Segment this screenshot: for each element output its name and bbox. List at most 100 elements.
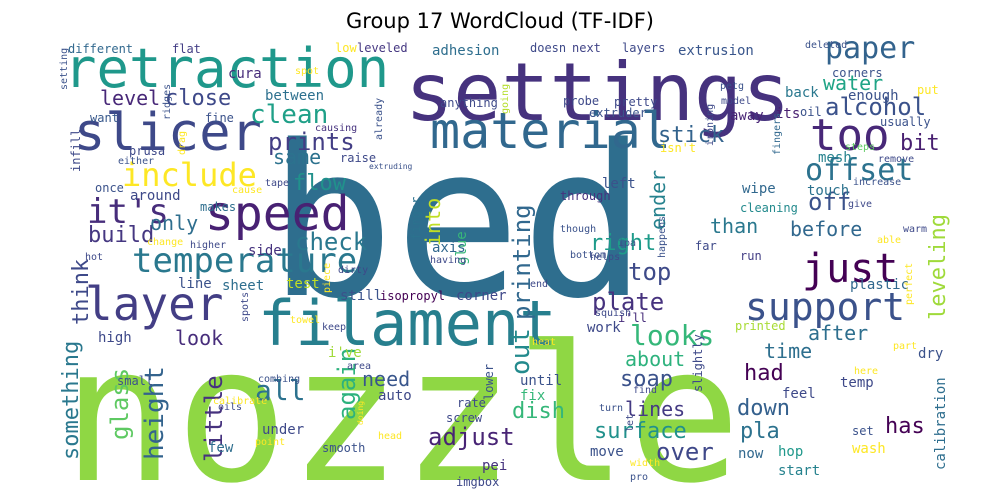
word-rate: rate: [457, 396, 486, 410]
word-small: small: [117, 374, 153, 388]
word-low: low: [335, 41, 357, 55]
word-oils: oils: [218, 402, 242, 413]
word-causing: causing: [315, 123, 357, 134]
word-time: time: [764, 339, 812, 363]
word-water: water: [823, 71, 883, 95]
word-through: through: [560, 189, 611, 203]
word-area: area: [347, 361, 371, 372]
word-drag: drag: [177, 131, 188, 155]
word-filament: filament: [258, 287, 557, 360]
word-probe: probe: [563, 94, 599, 108]
word-fix: fix: [520, 388, 545, 404]
word-either: either: [118, 156, 154, 167]
word-part: part: [893, 341, 917, 352]
word-paper: paper: [825, 31, 915, 66]
word-going: going: [500, 84, 511, 114]
word-side: side: [248, 243, 282, 259]
word-check: check: [295, 228, 368, 256]
word-glass: glass: [106, 368, 134, 440]
word-give: give: [848, 199, 872, 210]
word-auto: auto: [378, 388, 412, 404]
word-piece: piece: [322, 263, 333, 293]
word-usually: usually: [880, 115, 931, 129]
word-wipe: wipe: [742, 181, 776, 197]
word-dish: dish: [512, 399, 565, 424]
word-prints: prints: [268, 128, 355, 156]
word-few: few: [208, 440, 234, 456]
word-fingers: fingers: [772, 113, 783, 155]
word-soap: soap: [620, 367, 673, 392]
word-extruder: extruder: [589, 106, 647, 120]
word-after: after: [808, 321, 868, 345]
word-petg: petg: [720, 81, 744, 92]
word-temp: temp: [840, 375, 874, 391]
word-calibrate: calibrate: [213, 396, 267, 407]
word-test: test: [286, 276, 320, 292]
word-different: different: [68, 42, 133, 56]
word-hot: hot: [85, 252, 103, 263]
word-ender: ender: [646, 170, 670, 230]
word-glue: glue: [454, 231, 470, 265]
word-point: point: [255, 437, 285, 448]
word-fine: fine: [205, 111, 234, 125]
word-surface: surface: [594, 419, 687, 444]
word-head: head: [378, 431, 402, 442]
word-far: far: [695, 239, 717, 253]
word-height: height: [140, 366, 170, 460]
word-keep: keep: [322, 322, 346, 333]
word-had: had: [744, 361, 784, 386]
word-run: run: [740, 249, 762, 263]
word-towel: towel: [290, 315, 320, 326]
word-build: build: [88, 223, 154, 248]
word-axis: axis: [432, 240, 466, 256]
word-flow: flow: [293, 171, 347, 196]
word-nozzle: nozzle: [62, 306, 741, 500]
word-let: let: [625, 414, 636, 432]
word-higher: higher: [190, 240, 226, 251]
word-looks: looks: [630, 319, 714, 352]
word-start: start: [778, 463, 820, 479]
word-setting: setting: [59, 48, 70, 90]
word-feel: feel: [782, 386, 816, 402]
word-cause: cause: [232, 185, 262, 196]
word-printed: printed: [735, 319, 786, 333]
word-back: back: [785, 85, 819, 101]
word-down: down: [737, 396, 790, 421]
word-corner: corner: [456, 288, 507, 304]
word-doesn: doesn: [530, 41, 566, 55]
word-under: under: [262, 422, 304, 438]
word-wash: wash: [852, 441, 886, 457]
word-here: here: [854, 366, 878, 377]
word-offset: offset: [805, 153, 913, 188]
word-cura: cura: [228, 66, 262, 82]
word-left: left: [602, 176, 636, 192]
word-adjust: adjust: [428, 423, 515, 451]
word-away: away: [730, 108, 764, 124]
word-steps: steps: [845, 142, 875, 153]
word-work: work: [587, 320, 621, 336]
word-high: high: [98, 330, 132, 346]
word-same: same: [273, 145, 321, 169]
word-change: change: [147, 237, 183, 248]
word-speed: speed: [205, 186, 350, 242]
word-retraction: retraction: [64, 37, 389, 100]
word-next: next: [572, 41, 601, 55]
word-want: want: [90, 111, 119, 125]
word-just: just: [802, 246, 898, 292]
word-prusa: prusa: [129, 144, 165, 158]
word-pei: pei: [482, 458, 507, 474]
word-settings: settings: [405, 46, 790, 139]
word-helps: helps: [590, 252, 620, 263]
word-smooth: smooth: [322, 441, 365, 455]
word-too: too: [810, 110, 889, 161]
word-width: width: [630, 458, 660, 469]
word-adhesion: adhesion: [432, 43, 499, 59]
word-set: set: [852, 424, 874, 438]
word-think: think: [69, 259, 94, 325]
word-has: has: [885, 414, 925, 439]
word-into: into: [421, 198, 445, 246]
word-pla: pla: [740, 419, 780, 444]
word-between: between: [265, 88, 324, 104]
word-printing: printing: [508, 204, 536, 320]
word-model: model: [721, 96, 751, 107]
